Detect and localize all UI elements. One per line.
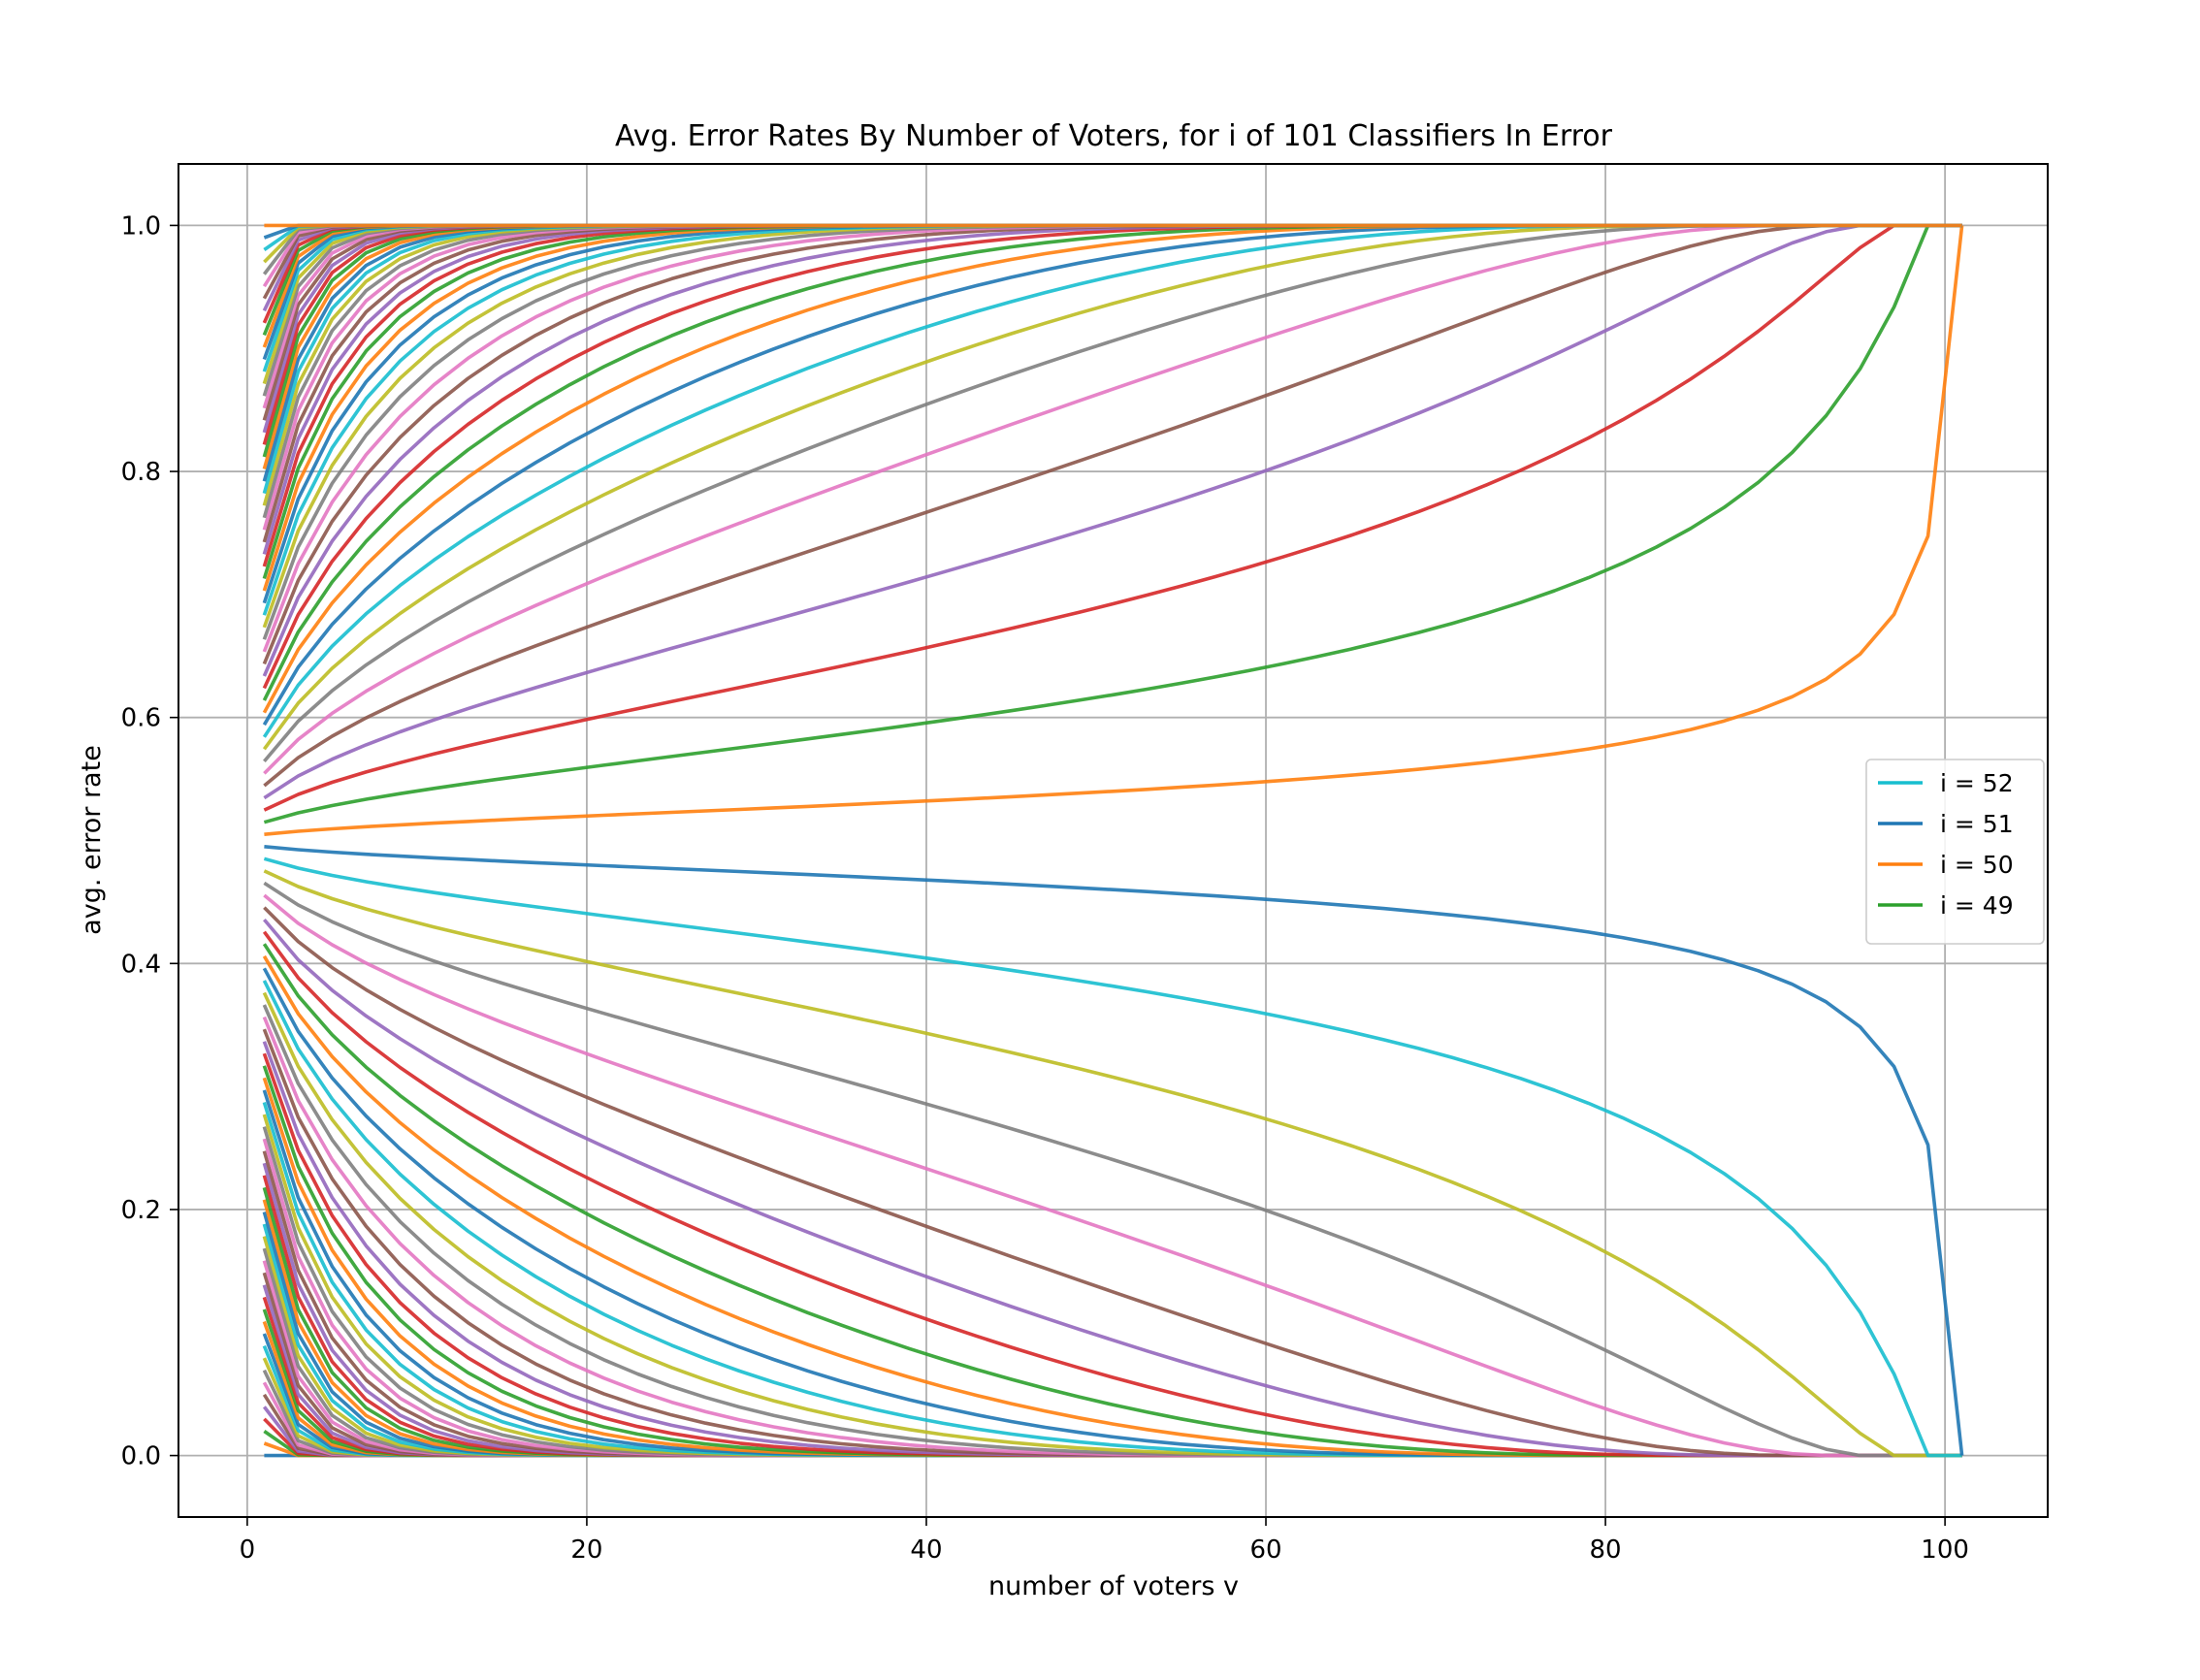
x-tick-label: 80 — [1590, 1535, 1622, 1565]
legend-label: i = 51 — [1940, 810, 2014, 838]
legend: i = 52 i = 51 i = 50 i = 49 — [1865, 759, 2045, 945]
y-tick-label: 0.4 — [121, 950, 161, 979]
y-tick-label: 0.6 — [121, 704, 161, 733]
series-line-i-53 — [263, 223, 1962, 812]
y-tick-label: 1.0 — [121, 211, 161, 241]
legend-label: i = 50 — [1940, 851, 2014, 879]
series-line-i-55 — [263, 223, 1962, 788]
series-line-i-51 — [264, 225, 1964, 836]
series-line-i-49 — [263, 856, 1962, 1458]
x-tick-label: 100 — [1921, 1535, 1969, 1565]
series-line-i-47 — [263, 881, 1962, 1458]
legend-label: i = 52 — [1940, 769, 2014, 797]
series-line-i-44 — [263, 918, 1962, 1458]
x-tick-label: 40 — [910, 1535, 942, 1565]
series-line-i-50 — [264, 845, 1964, 1456]
series-line-i-46 — [263, 893, 1962, 1458]
chart-title: Avg. Error Rates By Number of Voters, fo… — [615, 119, 1613, 153]
y-axis-label: avg. error rate — [77, 745, 107, 935]
x-tick-label: 20 — [570, 1535, 602, 1565]
series-line-i-52 — [263, 223, 1962, 824]
y-tick-label: 0.0 — [121, 1442, 161, 1471]
plot-area-frame — [178, 163, 2049, 1518]
series-line-i-45 — [263, 906, 1962, 1458]
series-line-i-54 — [263, 223, 1962, 800]
series-line-i-56 — [263, 223, 1962, 775]
x-tick-label: 0 — [240, 1535, 256, 1565]
x-axis-label: number of voters v — [988, 1571, 1239, 1601]
y-tick-label: 0.8 — [121, 458, 161, 487]
legend-label: i = 49 — [1940, 891, 2014, 920]
series-line-i-48 — [263, 869, 1962, 1458]
axis-ticks: 0 20 40 60 80 100 0.0 0.2 0.4 0.6 0.8 1.0 — [121, 211, 1969, 1565]
x-tick-label: 60 — [1249, 1535, 1281, 1565]
legend-box — [1865, 759, 2045, 945]
y-tick-label: 0.2 — [121, 1196, 161, 1225]
series-lines — [262, 223, 1964, 1458]
